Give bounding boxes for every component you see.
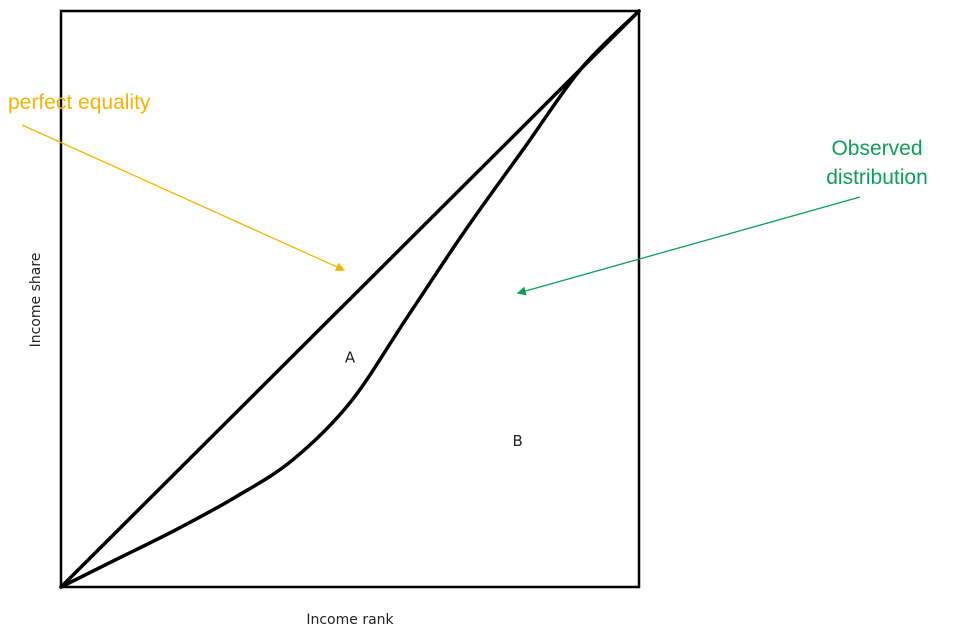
- perfect-equality-annotation: perfect equality: [8, 91, 151, 114]
- observed-distribution-arrow: [516, 196, 861, 296]
- region-label-a: A: [345, 348, 356, 366]
- equality-line: [59, 9, 641, 589]
- perfect-equality-arrow: [21, 124, 346, 271]
- x-axis-label: Income rank: [306, 612, 394, 628]
- region-label-b: B: [512, 432, 522, 450]
- annotations: perfect equality Observed distribution: [8, 91, 928, 296]
- lorenz-curve: [59, 9, 641, 589]
- plot-frame: [59, 9, 641, 589]
- region-labels: AB: [345, 348, 523, 450]
- series-layer: [59, 9, 641, 589]
- y-axis-label: Income share: [28, 253, 44, 348]
- observed-distribution-annotation: Observed distribution: [826, 137, 928, 189]
